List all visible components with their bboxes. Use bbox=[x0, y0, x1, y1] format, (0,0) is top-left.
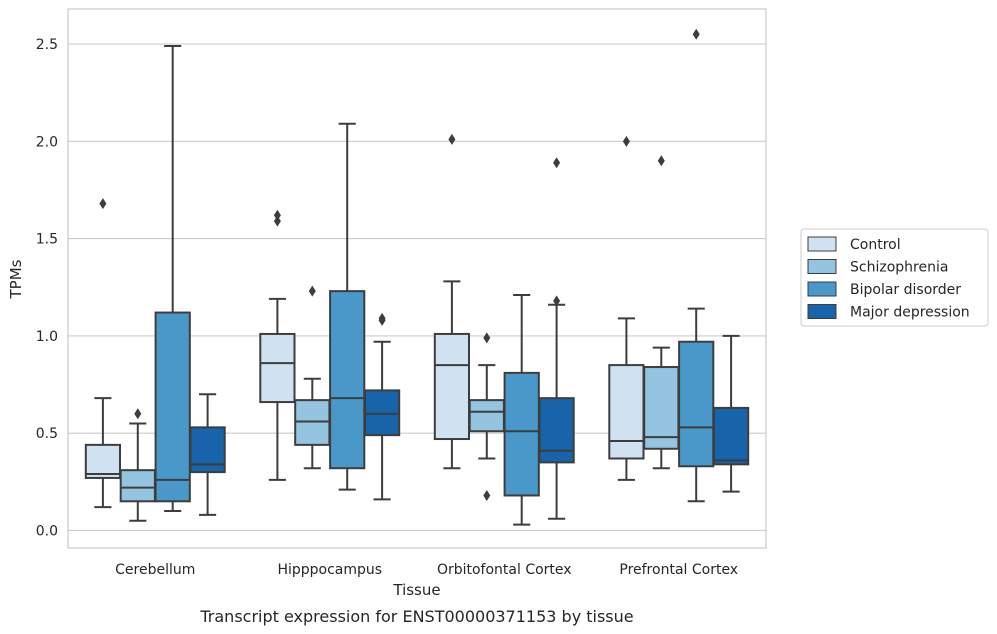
outlier-point bbox=[622, 135, 630, 147]
y-tick-label: 2.0 bbox=[36, 134, 58, 150]
box-0-0 bbox=[84, 198, 122, 509]
plot-frame bbox=[67, 8, 767, 549]
box-iqr bbox=[154, 311, 191, 503]
box-2-0 bbox=[433, 133, 471, 470]
outlier-point bbox=[448, 133, 456, 145]
box-iqr bbox=[643, 366, 680, 450]
box-3-0 bbox=[608, 135, 645, 481]
legend-label: Schizophrenia bbox=[850, 260, 948, 276]
box-0-1 bbox=[119, 408, 156, 522]
y-tick-label: 0.0 bbox=[36, 523, 58, 539]
outlier-point bbox=[483, 332, 491, 344]
outlier-point bbox=[273, 215, 281, 227]
y-tick-label: 0.5 bbox=[36, 426, 58, 442]
box-1-2 bbox=[329, 122, 366, 491]
x-tick-labels: Cerebellum Hipppocampus Orbitofontal Corte… bbox=[115, 562, 738, 578]
outlier-point bbox=[134, 408, 142, 420]
box-iqr bbox=[538, 397, 575, 464]
x-tick-label: Cerebellum bbox=[115, 562, 195, 578]
x-tick-label: Hipppocampus bbox=[277, 562, 382, 578]
outlier-point bbox=[308, 285, 316, 297]
box-3-1 bbox=[643, 155, 680, 470]
box-0-3 bbox=[189, 393, 226, 516]
y-tick-label: 2.5 bbox=[36, 37, 58, 53]
outlier-point bbox=[99, 198, 107, 210]
box-3-3 bbox=[712, 334, 750, 493]
outlier-point bbox=[273, 209, 281, 221]
box-2-2 bbox=[503, 294, 540, 526]
box-iqr bbox=[468, 399, 505, 433]
box-iqr bbox=[433, 332, 471, 441]
box-1-0 bbox=[259, 209, 296, 481]
box-1-1 bbox=[294, 285, 331, 470]
outlier-point bbox=[692, 28, 700, 40]
legend-swatch bbox=[807, 304, 837, 319]
y-tick-labels: 0.0 0.5 1.0 1.5 2.0 2.5 bbox=[36, 37, 58, 539]
legend-swatch bbox=[807, 281, 837, 297]
box-0-2 bbox=[154, 44, 191, 513]
box-3-2 bbox=[678, 28, 715, 503]
legend-swatch bbox=[807, 259, 837, 274]
x-tick-label: Prefrontal Cortex bbox=[619, 562, 738, 578]
legend-label: Bipolar disorder bbox=[850, 282, 961, 298]
legend-frame bbox=[800, 228, 989, 327]
box-iqr bbox=[329, 290, 366, 470]
y-tick-label: 1.0 bbox=[36, 329, 58, 345]
box-iqr bbox=[119, 469, 156, 503]
y-tick-label: 1.5 bbox=[36, 232, 58, 248]
box-iqr bbox=[259, 332, 296, 404]
outlier-point bbox=[553, 295, 561, 307]
box-iqr bbox=[84, 443, 122, 479]
box-iqr bbox=[678, 340, 715, 468]
box-iqr bbox=[712, 406, 750, 466]
outlier-point bbox=[483, 489, 491, 501]
legend-label: Major depression bbox=[850, 305, 970, 321]
box-iqr bbox=[503, 371, 540, 497]
x-tick-label: Orbitofontal Cortex bbox=[437, 562, 572, 578]
box-iqr bbox=[608, 364, 645, 460]
outlier-point bbox=[378, 312, 386, 324]
box-iqr bbox=[189, 426, 226, 474]
figure-caption: Transcript expression for ENST0000037115… bbox=[199, 607, 633, 626]
box-1-3 bbox=[363, 312, 401, 501]
box-group bbox=[84, 28, 750, 526]
legend-label: Control bbox=[850, 237, 901, 253]
y-axis-title: TPMs bbox=[7, 259, 25, 299]
legend: Control Schizophrenia Bipolar disorder Majo… bbox=[800, 228, 989, 327]
outlier-point bbox=[553, 157, 561, 169]
legend-swatch bbox=[807, 236, 837, 252]
outlier-point bbox=[657, 155, 665, 167]
box-2-3 bbox=[538, 157, 575, 520]
x-axis-title: Tissue bbox=[392, 581, 440, 599]
